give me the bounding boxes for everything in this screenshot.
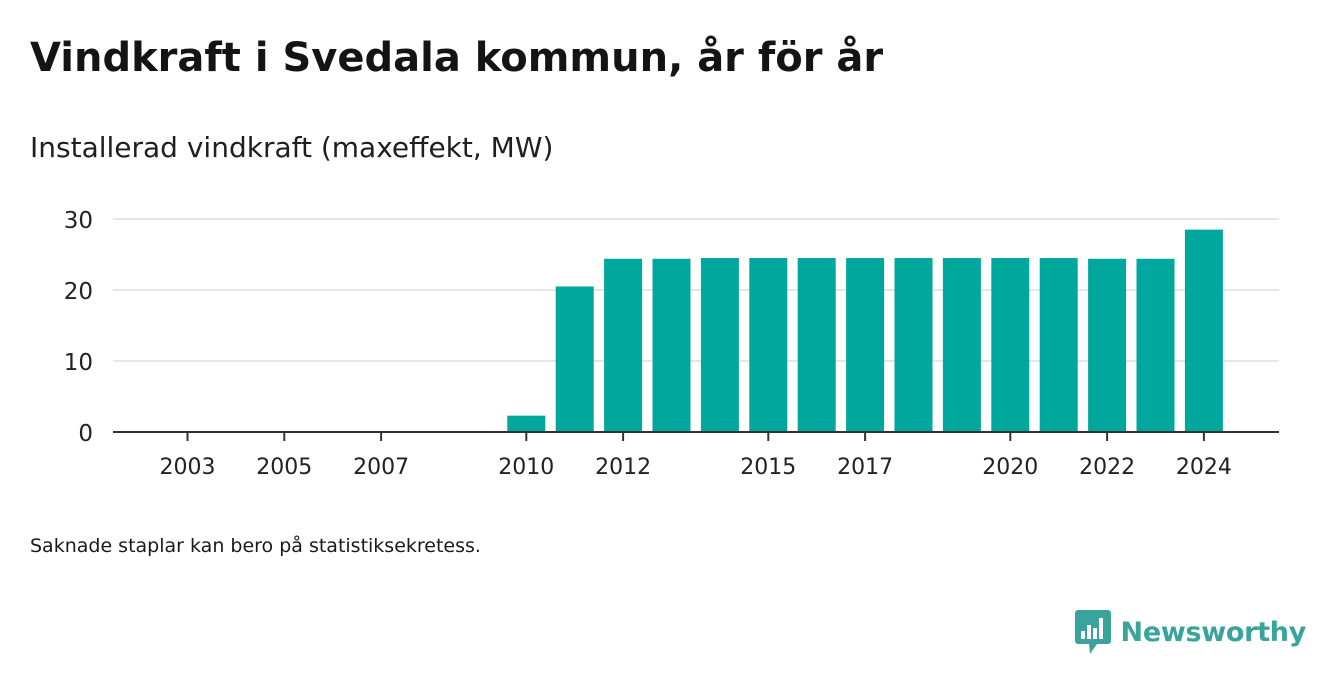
x-tick-label-2015: 2015 [740,455,796,480]
chart-title: Vindkraft i Svedala kommun, år för år [30,35,884,81]
x-tick-label-2003: 2003 [160,455,216,480]
bar-2018 [894,258,933,432]
y-tick-label-20: 20 [64,279,93,305]
x-tick-label-2024: 2024 [1176,455,1232,480]
bar-2010 [507,415,546,432]
x-axis [113,431,1279,441]
bar-2014 [700,258,739,432]
bars [507,229,1223,432]
x-tick-label-2005: 2005 [256,455,312,480]
bar-2012 [604,258,643,432]
brand-name: Newsworthy [1120,616,1307,648]
x-tick-label-2020: 2020 [982,455,1038,480]
x-tick-label-2017: 2017 [837,455,893,480]
bar-2011 [555,286,594,432]
bar-2015 [749,258,788,432]
bar-2013 [652,258,691,432]
bar-2023 [1136,258,1175,432]
gridlines [113,218,1279,362]
x-tick-label-2007: 2007 [353,455,409,480]
y-tick-label-30: 30 [64,208,93,234]
bar-2019 [942,258,981,432]
bar-2020 [991,258,1030,432]
y-tick-label-0: 0 [78,421,93,447]
x-tick-label-2010: 2010 [498,455,554,480]
bar-2021 [1039,258,1078,432]
x-tick-label-2022: 2022 [1079,455,1135,480]
bar-2017 [846,258,885,432]
y-tick-label-10: 10 [64,350,93,376]
newsworthy-logo-icon [1074,610,1111,654]
bar-2024 [1184,229,1223,432]
x-axis-tick-labels: 2003 2005 2007 2010 2012 2015 2017 2020 2022 2024 [160,455,1232,480]
bar-2016 [797,258,836,432]
x-tick-label-2012: 2012 [595,455,651,480]
y-axis-tick-labels: 0 10 20 30 [64,208,93,447]
chart-subtitle: Installerad vindkraft (maxeffekt, MW) [30,131,554,164]
newsworthy-logo[interactable]: Newsworthy [1074,610,1307,654]
bar-2022 [1088,258,1127,432]
footnote: Saknade staplar kan bero på statistiksek… [30,535,481,557]
